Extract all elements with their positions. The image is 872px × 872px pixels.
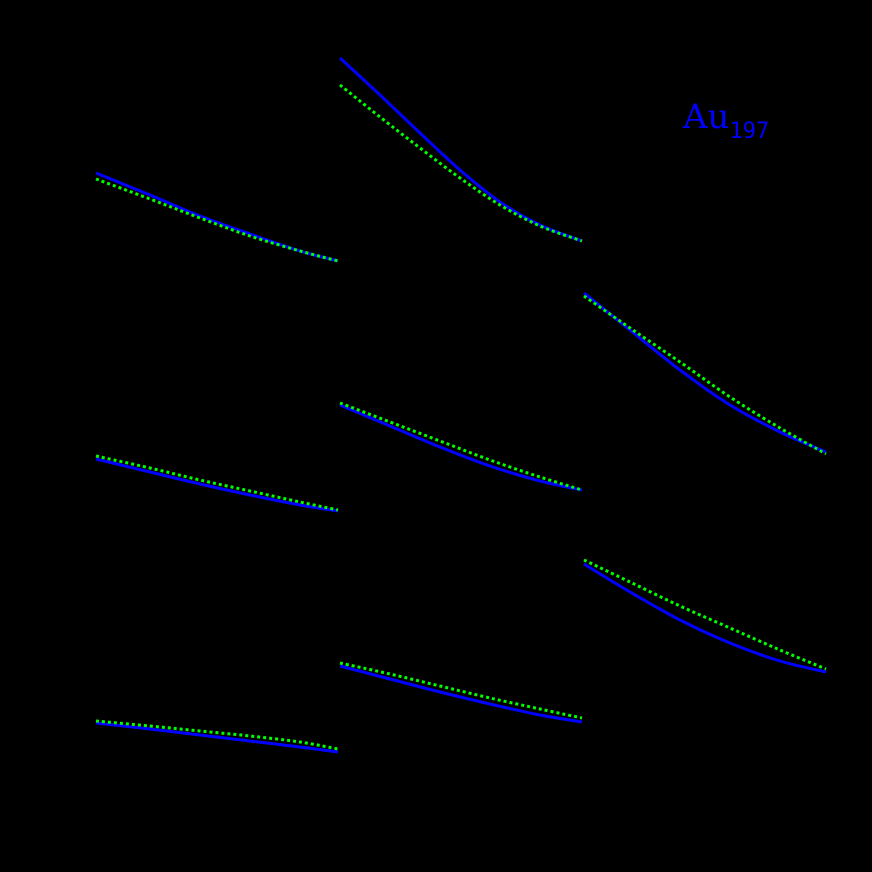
dotted-curve bbox=[339, 83, 583, 243]
panel-r3c2 bbox=[339, 661, 583, 724]
element-label: Au197 bbox=[683, 100, 769, 143]
dotted-curve bbox=[95, 719, 339, 751]
panel-r1c2 bbox=[338, 56, 583, 243]
mass-number: 197 bbox=[729, 119, 770, 144]
dotted-curve bbox=[339, 661, 583, 720]
panel-r2c2 bbox=[339, 401, 583, 492]
panel-r3c3 bbox=[583, 558, 827, 674]
solid-curve bbox=[95, 457, 339, 513]
panel-r1c1 bbox=[95, 171, 339, 263]
panel-r2c3 bbox=[583, 291, 827, 456]
solid-curve bbox=[583, 562, 827, 674]
panel-r3c1 bbox=[95, 719, 339, 754]
dotted-curve bbox=[583, 558, 827, 671]
solid-curve bbox=[583, 291, 827, 454]
solid-curve bbox=[95, 721, 339, 754]
dotted-curve bbox=[583, 294, 827, 456]
dotted-curve bbox=[95, 177, 339, 263]
panel-r2c1 bbox=[95, 454, 339, 513]
solid-curve bbox=[339, 664, 583, 724]
solid-curve bbox=[95, 171, 339, 263]
dotted-curve bbox=[95, 454, 339, 512]
solid-curve bbox=[338, 56, 583, 243]
dotted-curve bbox=[339, 401, 583, 492]
solid-curve bbox=[339, 403, 583, 492]
element-symbol: Au bbox=[683, 97, 730, 137]
